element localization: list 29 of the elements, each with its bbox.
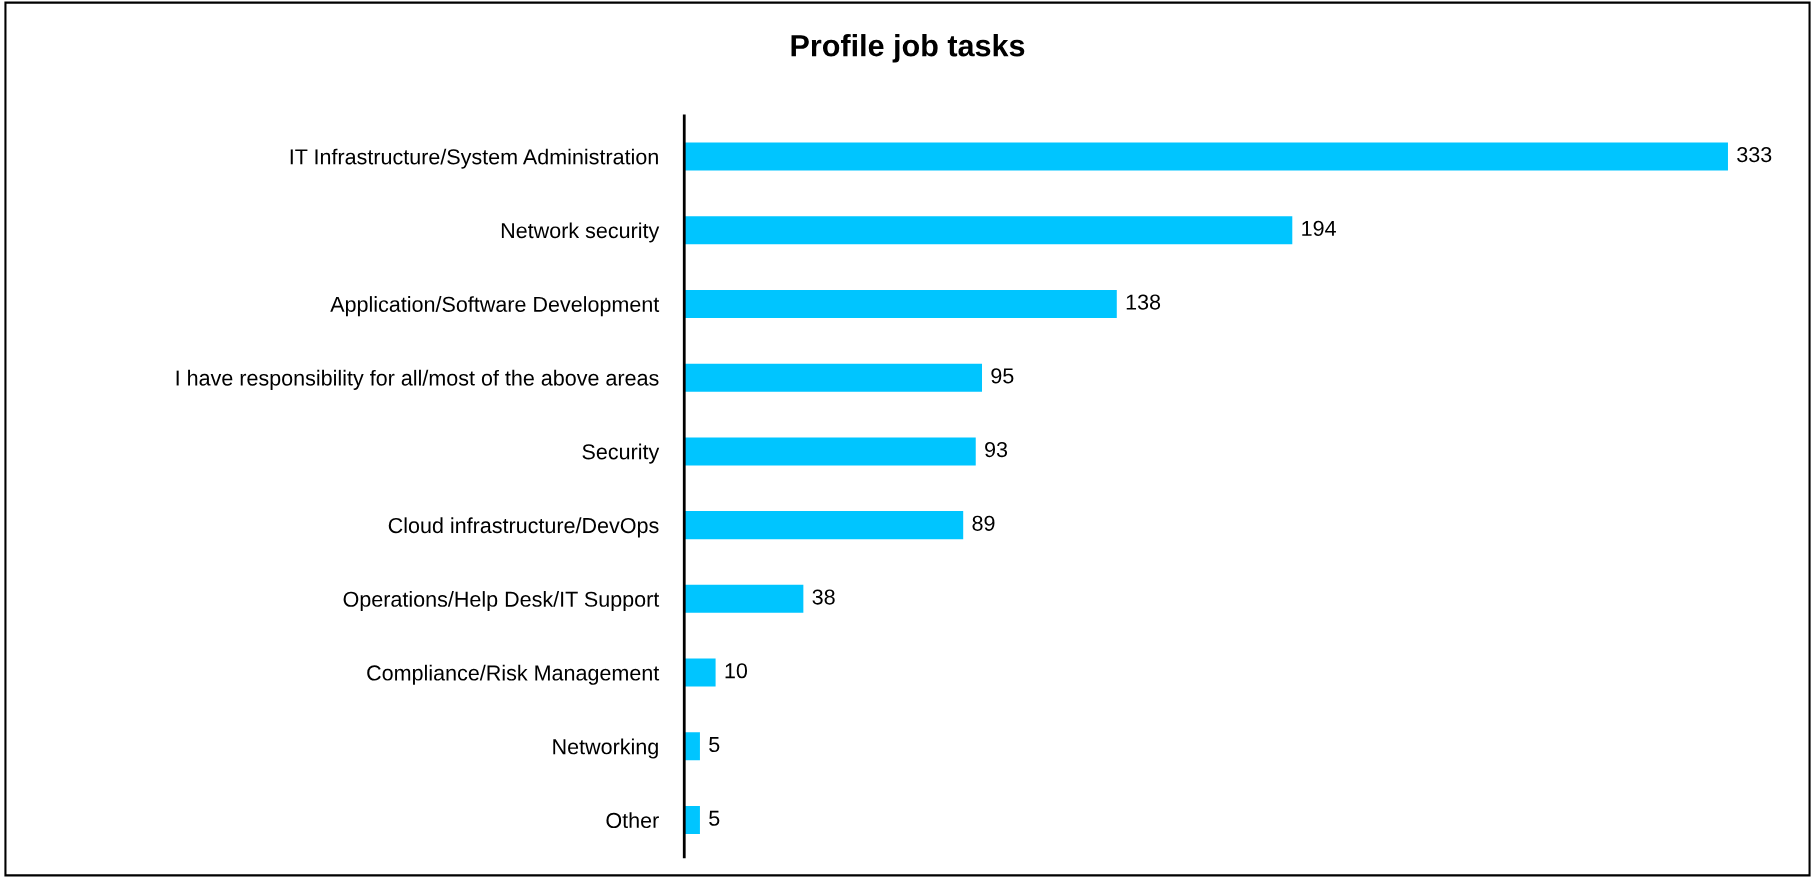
chart-title: Profile job tasks (791, 34, 1025, 63)
y-tick-label: Networking (553, 738, 658, 759)
data-label: 5 (709, 810, 720, 826)
data-label: 194 (1302, 220, 1336, 236)
y-tick-label: I have responsibility for all/most of the above areas (176, 369, 659, 390)
data-label: 89 (972, 515, 995, 531)
y-tick-label: Compliance/Risk Management (367, 664, 660, 685)
bar (684, 142, 1728, 171)
data-label: 138 (1126, 294, 1161, 310)
y-tick-label: IT Infrastructure/System Administration (290, 148, 658, 169)
data-label: 93 (985, 441, 1008, 458)
data-label: 5 (709, 737, 720, 753)
bar (684, 437, 976, 466)
y-tick-label: Other (606, 812, 659, 829)
bar (684, 511, 964, 540)
y-tick-label: Application/Software Development (330, 296, 660, 317)
bar (684, 289, 1117, 318)
y-tick-label: Operations/Help Desk/IT Support (343, 591, 660, 612)
data-label: 38 (812, 589, 835, 605)
bar (684, 658, 716, 687)
bar (684, 216, 1293, 245)
data-label: 95 (991, 368, 1014, 384)
y-tick-label: Network security (501, 222, 660, 243)
y-tick-label: Cloud infrastructure/DevOps (388, 517, 659, 538)
bar (684, 584, 804, 613)
data-label: 333 (1737, 146, 1772, 163)
y-tick-label: Security (582, 443, 660, 464)
bar (684, 363, 983, 392)
data-label: 10 (725, 663, 748, 679)
